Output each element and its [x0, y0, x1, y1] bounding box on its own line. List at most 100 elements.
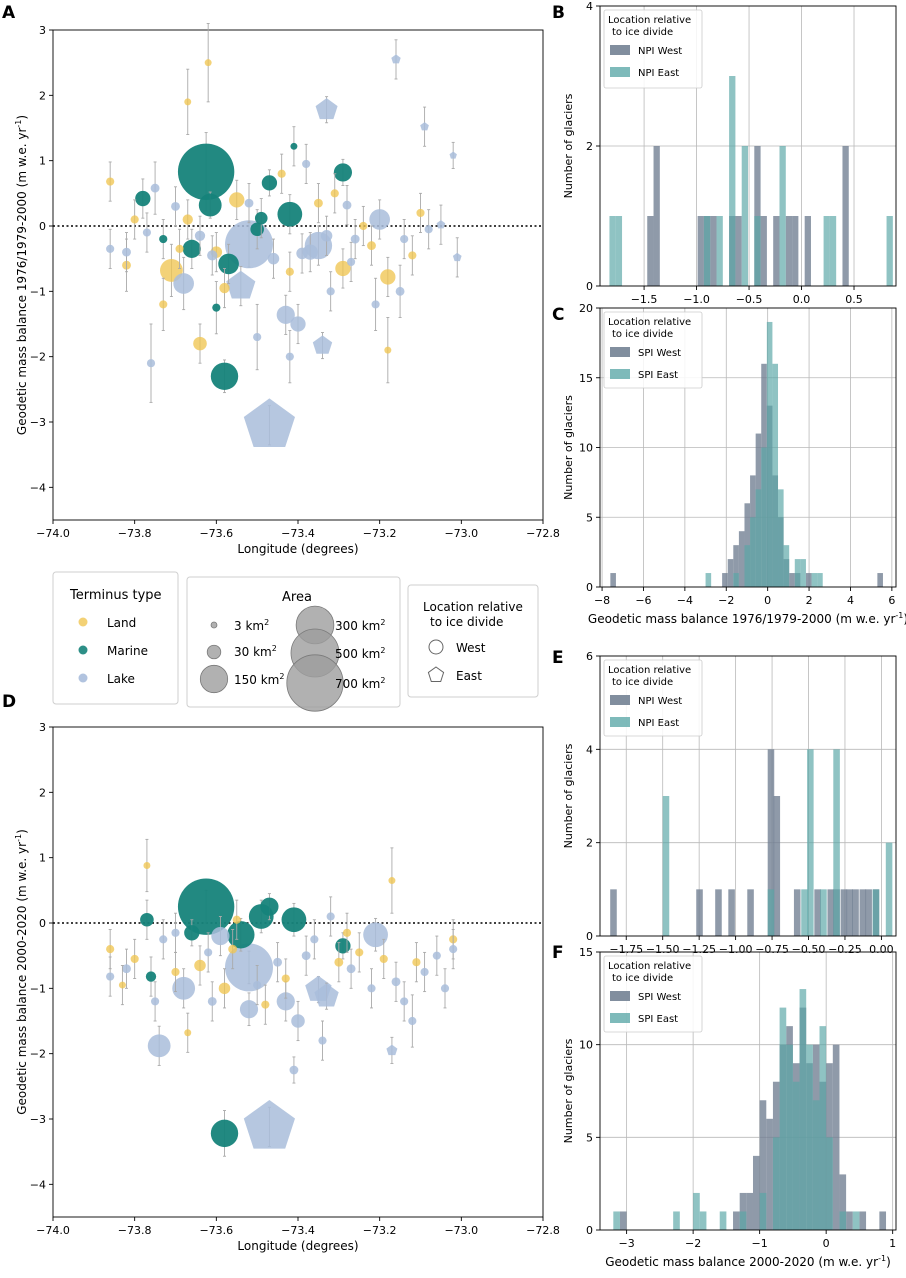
x-axis-label: Geodetic mass balance 1976/1979-2000 (m … [588, 611, 906, 626]
glacier-point-land-west [182, 214, 193, 225]
x-tick-label: −72.8 [526, 1224, 560, 1237]
histogram-bar-west [747, 889, 754, 936]
x-tick-label: −1 [752, 1237, 768, 1250]
histogram-legend-swatch-east [610, 1013, 630, 1023]
glacier-point-land-west [281, 974, 290, 983]
y-tick-label: 0 [586, 1224, 593, 1237]
area-label-30-sup: 2 [272, 644, 277, 653]
glacier-point-lake-west [408, 1016, 417, 1026]
x-tick-label: 0 [764, 594, 771, 607]
histogram-bar-east [733, 573, 739, 587]
histogram-bar-west [840, 889, 848, 936]
land-marker [78, 617, 88, 627]
histogram-legend-title-line1: Location relative [608, 665, 691, 676]
histogram-bar-west [859, 1211, 867, 1230]
area-label-150: 150 km2 [234, 672, 284, 687]
glacier-point-lake-west [276, 992, 295, 1011]
glacier-point-lake-west [289, 1065, 299, 1075]
panel-label-c: C [552, 305, 564, 325]
histogram-legend-title-line1: Location relative [608, 15, 691, 26]
y-tick-label: −4 [30, 1178, 46, 1191]
glacier-point-lake-west [204, 948, 213, 957]
glacier-point-lake-west [346, 257, 356, 267]
y-axis-label: Number of glaciers [562, 93, 575, 198]
histogram-bar-east [783, 545, 790, 587]
histogram-bar-west [766, 1118, 773, 1230]
histogram-bar-east [703, 216, 711, 286]
histogram-bar-east [886, 216, 893, 286]
plot-frame [599, 655, 897, 937]
area-label-300: 300 km2 [335, 618, 385, 633]
glacier-point-land-west [159, 300, 168, 309]
location-legend-title-line2: to ice divide [430, 615, 503, 629]
glacier-point-lake-west [326, 912, 335, 921]
x-tick-label: −2 [718, 594, 734, 607]
glacier-point-lake-west [350, 234, 360, 244]
histogram-panel-c: 0 5 10 15 20 −8 −6 −4 −2 0 2 4 6 Number of glaciers Ge… [562, 302, 906, 626]
area-label-300-sup: 2 [380, 618, 385, 627]
glacier-point-land-west [359, 221, 368, 231]
glacier-point-lake-west [207, 996, 217, 1006]
histogram-bar-east [779, 1007, 787, 1230]
area-label-500: 500 km2 [335, 646, 385, 661]
glacier-point-marine-west [159, 234, 168, 244]
histogram-bar-east [806, 1044, 813, 1230]
y-tick-label: 15 [579, 946, 593, 959]
glacier-point-marine-west [135, 190, 151, 207]
glacier-point-land-west [219, 282, 230, 294]
histogram-legend-title-line2: to ice divide [612, 973, 673, 984]
y-tick-label: −4 [30, 481, 46, 494]
area-label-700-value: 700 km [335, 677, 380, 691]
glacier-point-marine-west [184, 925, 200, 941]
histogram-bar-east [807, 749, 814, 936]
glacier-point-lake-west [285, 352, 294, 361]
x-tick-label: 1 [889, 1237, 896, 1250]
glacier-point-land-west [412, 958, 421, 967]
y-axis-label-tail: ) [15, 115, 29, 120]
glacier-point-marine-west [281, 907, 307, 933]
histogram-bar-west [846, 889, 853, 936]
x-tick-label: −1.0 [683, 293, 710, 306]
glacier-point-lake-east [420, 122, 429, 131]
glacier-point-lake-west [367, 984, 376, 993]
glacier-point-land-west [367, 241, 376, 251]
histogram-legend-label-west: SPI West [638, 992, 681, 1003]
histogram-bar-east [839, 1211, 847, 1230]
histogram-bar-east [772, 363, 779, 587]
land-label: Land [107, 616, 136, 630]
glacier-point-lake-west [159, 935, 168, 944]
area-label-500-sup: 2 [380, 646, 385, 655]
y-tick-label: 15 [579, 372, 593, 385]
glacier-point-marine-west [335, 938, 351, 954]
histogram-bar-west [746, 1192, 753, 1230]
glacier-point-lake-west [400, 997, 409, 1006]
glacier-point-lake-east [436, 220, 446, 229]
x-tick-label: −73.2 [363, 527, 397, 540]
histogram-panel-e: 0 2 4 6 −1.75 −1.50 −1.25 −1.00 −0.75 −0.50 −0.25 0… [562, 650, 897, 956]
glacier-point-marine-west [218, 253, 239, 275]
histogram-bar-west [733, 545, 739, 587]
glacier-point-lake-west [290, 316, 306, 332]
y-axis-label: Geodetic mass balance 2000-2020 (m w.e. … [14, 829, 29, 1115]
x-tick-label: 0.5 [845, 293, 863, 306]
area-label-3-value: 3 km [234, 619, 264, 633]
area-label-30: 30 km2 [234, 644, 277, 659]
y-tick-label: 3 [39, 24, 46, 37]
x-tick-label: −73.8 [118, 1224, 152, 1237]
area-label-500-value: 500 km [335, 647, 380, 661]
y-tick-label: 10 [579, 442, 593, 455]
glacier-point-land-west [384, 346, 392, 354]
histogram-bar-west [653, 146, 660, 286]
histogram-bar-east [852, 1211, 860, 1230]
histogram-bar-west [759, 1100, 767, 1230]
histogram-bar-east [615, 216, 623, 286]
glacier-point-lake-west [106, 972, 115, 981]
glacier-point-land-west [218, 982, 231, 995]
glacier-point-lake-east [391, 54, 401, 64]
glacier-point-lake-west [291, 1014, 305, 1028]
x-tick-label: 0.00 [869, 943, 894, 956]
y-tick-label: 1 [39, 155, 46, 168]
y-tick-label: 2 [39, 89, 46, 102]
glacier-point-lake-west [172, 976, 196, 1000]
